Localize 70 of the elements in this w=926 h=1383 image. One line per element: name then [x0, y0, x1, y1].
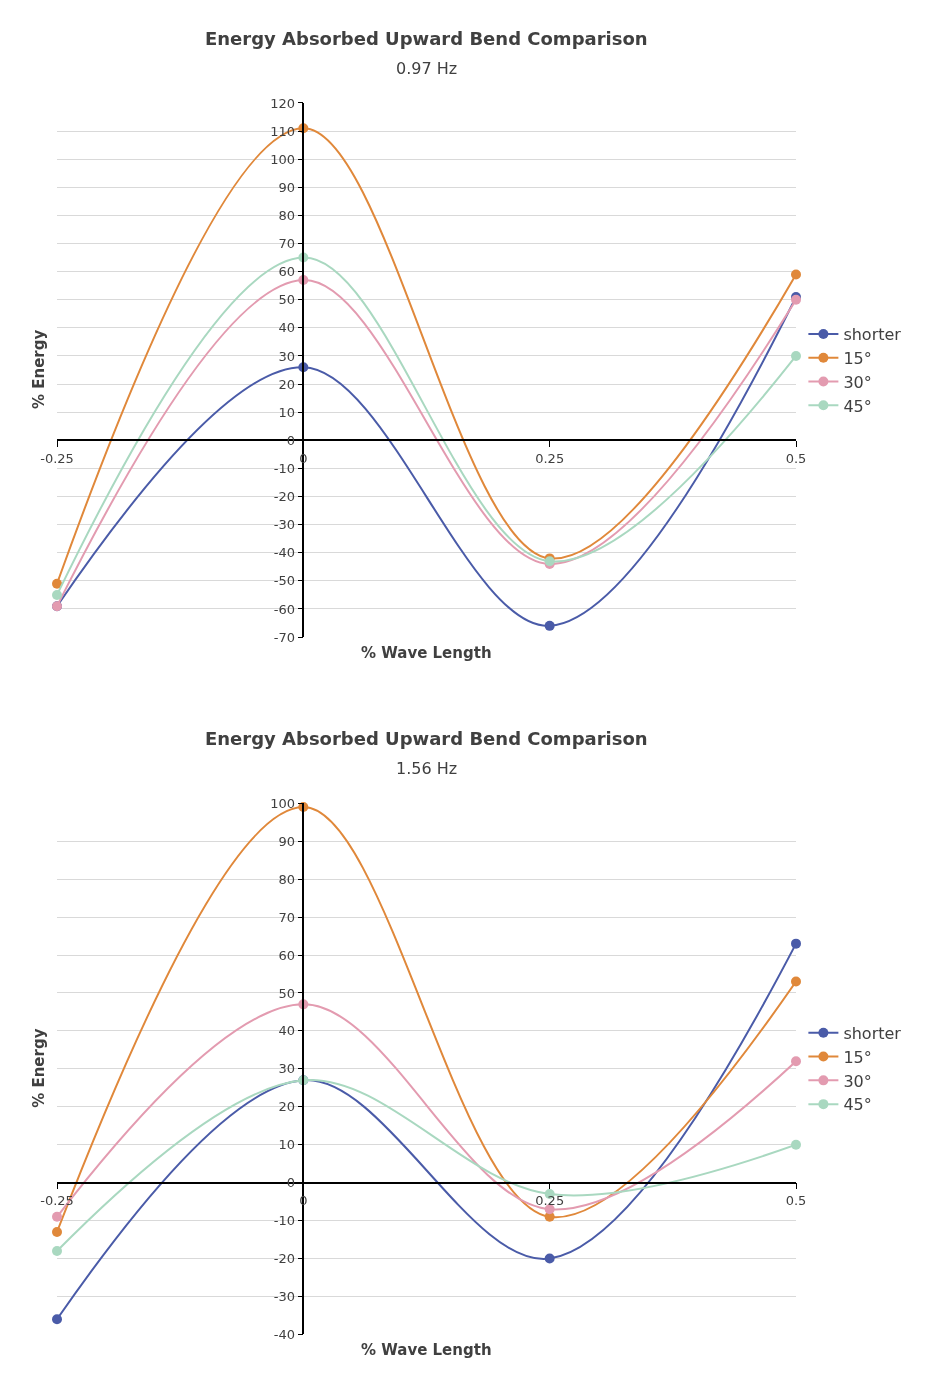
x-axis-title: % Wave Length — [361, 644, 492, 662]
chart-title: Energy Absorbed Upward Bend Comparison — [205, 728, 648, 749]
legend-label: 30° — [843, 372, 872, 392]
x-tick-label: 0.5 — [785, 1193, 807, 1209]
chart-title: Energy Absorbed Upward Bend Comparison — [205, 28, 648, 49]
y-tick-label: -30 — [273, 1289, 295, 1305]
y-tick-label: 20 — [278, 1099, 295, 1115]
y-tick-label: 10 — [278, 404, 295, 420]
point — [791, 1139, 801, 1150]
point — [791, 976, 801, 987]
legend-label: 15° — [843, 1047, 872, 1067]
y-tick-label: -50 — [273, 573, 295, 589]
point — [791, 1056, 801, 1067]
y-tick-label: 70 — [278, 909, 295, 925]
legend-label: 30° — [843, 1071, 872, 1091]
y-tick-label: -40 — [273, 1327, 295, 1342]
y-tick-label: 60 — [278, 264, 295, 280]
y-tick-label: 30 — [278, 1061, 295, 1077]
y-tick-label: 20 — [278, 376, 295, 392]
y-tick-label: -10 — [273, 1213, 295, 1229]
point — [52, 578, 62, 589]
point — [791, 269, 801, 280]
point — [52, 589, 62, 600]
y-tick-label: -20 — [273, 489, 295, 505]
legend-label: 15° — [843, 348, 872, 368]
y-tick-label: -40 — [273, 545, 295, 561]
point — [52, 1245, 62, 1256]
chart-subtitle: 1.56 Hz — [396, 759, 458, 778]
y-tick-label: 10 — [278, 1137, 295, 1153]
y-tick-label: 90 — [278, 179, 295, 195]
legend-label: shorter — [843, 325, 902, 345]
y-tick-label: -10 — [273, 460, 295, 476]
x-tick-label: 0.25 — [535, 450, 565, 466]
point — [791, 350, 801, 361]
legend-label: 45° — [843, 396, 872, 416]
point — [544, 1204, 555, 1215]
x-tick-label: -0.25 — [40, 1193, 74, 1209]
y-tick-label: 80 — [278, 871, 295, 887]
y-tick-label: 110 — [270, 123, 295, 139]
y-tick-label: 100 — [270, 795, 295, 811]
y-tick-label: -70 — [273, 629, 295, 645]
y-tick-label: -20 — [273, 1251, 295, 1267]
y-tick-label: 30 — [278, 348, 295, 364]
y-tick-label: -60 — [273, 601, 295, 617]
y-tick-label: -30 — [273, 517, 295, 533]
point — [52, 1314, 62, 1325]
y-tick-label: 50 — [278, 292, 295, 308]
x-axis-title: % Wave Length — [361, 1341, 492, 1359]
y-axis-title: % Energy — [29, 329, 48, 410]
y-tick-label: 80 — [278, 207, 295, 223]
point — [791, 938, 801, 949]
point — [544, 1253, 555, 1264]
y-tick-label: 70 — [278, 236, 295, 252]
y-tick-label: 40 — [278, 1023, 295, 1039]
y-tick-label: 100 — [270, 151, 295, 167]
x-tick-label: -0.25 — [40, 450, 74, 466]
y-tick-label: 60 — [278, 947, 295, 963]
chart-subtitle: 0.97 Hz — [396, 59, 458, 78]
y-tick-label: 90 — [278, 833, 295, 849]
x-tick-label: 0.25 — [535, 1193, 565, 1209]
point — [52, 1227, 62, 1237]
y-axis-title: % Energy — [30, 1028, 49, 1108]
y-tick-label: 120 — [270, 95, 295, 111]
legend-label: shorter — [843, 1024, 902, 1043]
y-tick-label: 40 — [278, 320, 295, 336]
legend-label: 45° — [843, 1095, 872, 1115]
point — [52, 1211, 62, 1222]
y-tick-label: 50 — [278, 985, 295, 1001]
point — [544, 620, 555, 631]
x-tick-label: 0.5 — [785, 450, 807, 466]
